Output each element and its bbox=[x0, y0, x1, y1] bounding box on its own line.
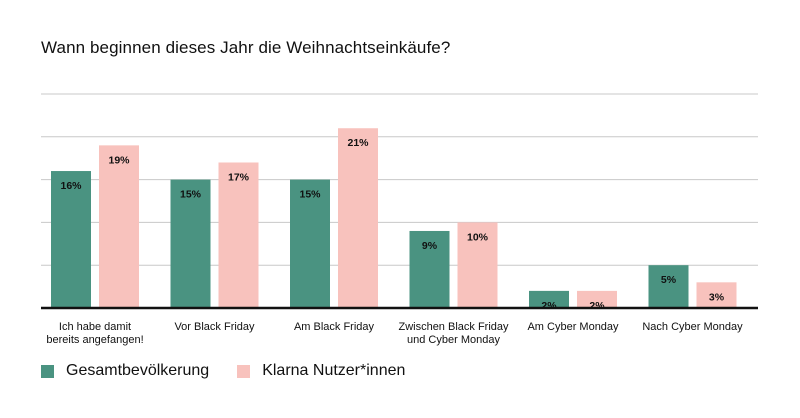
bar-series-2-4 bbox=[577, 290, 617, 308]
bar-series-1-0 bbox=[51, 171, 91, 308]
data-label-series-2-2: 21% bbox=[347, 137, 369, 149]
data-label-series-2-0: 19% bbox=[108, 154, 130, 166]
legend-swatch-series-2 bbox=[237, 364, 251, 378]
bar-series-2-3 bbox=[457, 222, 498, 308]
legend-item-series-1: Gesamtbevölkerung bbox=[41, 362, 209, 380]
legend-label-series-1: Gesamtbevölkerung bbox=[66, 362, 210, 379]
data-label-series-1-1: 15% bbox=[180, 189, 202, 201]
data-label-series-1-2: 15% bbox=[299, 189, 321, 201]
legend-item-series-2: Klarna Nutzer*innen bbox=[237, 362, 405, 380]
data-label-series-2-3: 10% bbox=[467, 231, 489, 243]
bar-series-1-5 bbox=[648, 265, 689, 308]
bar-series-1-2 bbox=[290, 179, 330, 308]
data-label-series-1-3: 9% bbox=[422, 240, 438, 252]
bar-series-2-5 bbox=[696, 282, 737, 308]
category-label-0-line-1: bereits angefangen! bbox=[46, 334, 143, 346]
category-label-4-line-0: Am Cyber Monday bbox=[527, 321, 619, 333]
chart-title: Wann beginnen dieses Jahr die Weihnachts… bbox=[41, 38, 451, 57]
data-label-series-1-5: 5% bbox=[661, 274, 677, 286]
category-label-5-line-0: Nach Cyber Monday bbox=[642, 321, 743, 333]
category-label-3-line-0: Zwischen Black Friday bbox=[398, 321, 509, 333]
category-label-1-line-0: Vor Black Friday bbox=[174, 321, 255, 333]
category-label-2-line-0: Am Black Friday bbox=[294, 321, 375, 333]
data-label-series-1-0: 16% bbox=[60, 180, 82, 192]
bar-series-2-1 bbox=[218, 162, 259, 308]
data-label-series-1-4: 2% bbox=[541, 300, 557, 312]
bar-series-1-1 bbox=[170, 179, 211, 308]
category-label-0-line-0: Ich habe damit bbox=[59, 321, 131, 333]
category-label-3-line-1: und Cyber Monday bbox=[407, 334, 500, 346]
legend-label-series-2: Klarna Nutzer*innen bbox=[262, 362, 406, 379]
legend: Gesamtbevölkerung Klarna Nutzer*innen bbox=[41, 362, 433, 380]
legend-swatch-series-1 bbox=[41, 364, 54, 378]
data-label-series-2-5: 3% bbox=[709, 291, 725, 303]
bar-series-2-2 bbox=[338, 128, 378, 308]
bar-series-1-4 bbox=[529, 290, 569, 308]
bar-series-1-3 bbox=[409, 230, 450, 308]
bar-series-2-0 bbox=[99, 145, 139, 308]
data-label-series-2-1: 17% bbox=[228, 171, 250, 183]
data-label-series-2-4: 2% bbox=[589, 300, 605, 312]
